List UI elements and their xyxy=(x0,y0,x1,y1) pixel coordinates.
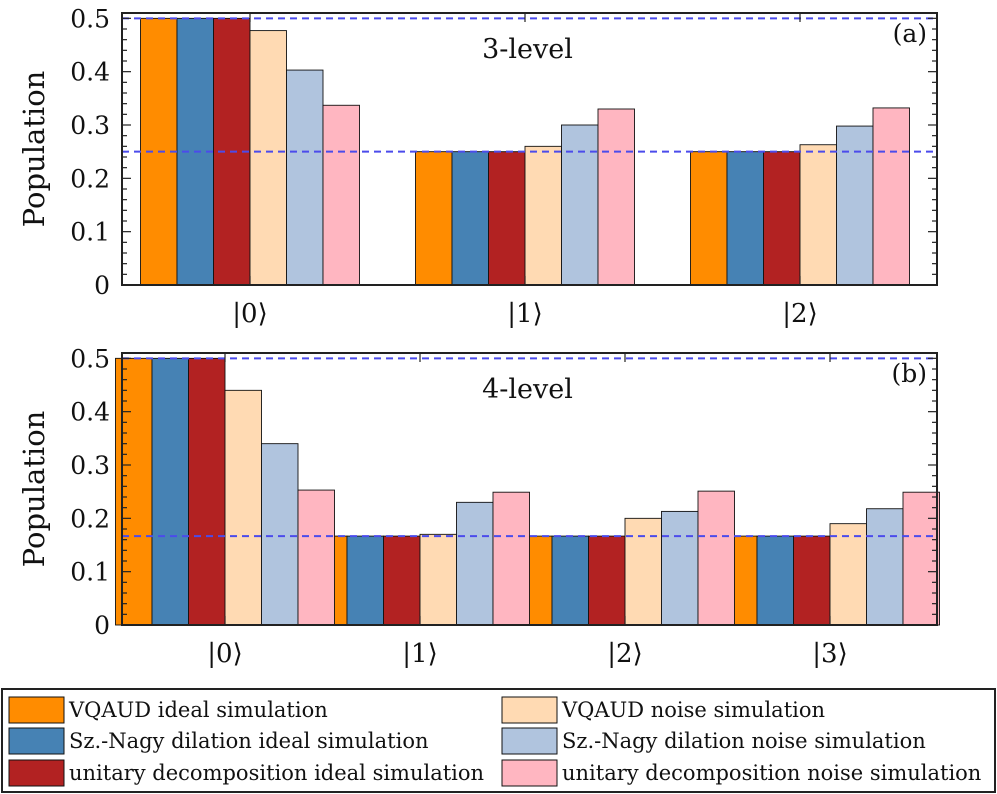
bar xyxy=(836,125,874,286)
bar xyxy=(551,535,589,626)
bar xyxy=(297,489,335,626)
bar xyxy=(419,533,457,626)
legend: VQAUD ideal simulation VQAUD noise simula… xyxy=(1,688,996,793)
panel-label: (b) xyxy=(891,359,927,388)
bar xyxy=(588,535,626,626)
bar xyxy=(866,508,904,626)
y-tick-label: 0.2 xyxy=(70,164,110,193)
y-axis-label: Population xyxy=(17,71,51,228)
panel-a: 0 0.1 0.2 0.3 0.4 0.5 |0⟩ |1⟩ |2⟩ 3-level (a) Popul… xyxy=(17,4,938,329)
y-tick-label: 0 xyxy=(94,271,110,300)
x-tick-label: |2⟩ xyxy=(782,299,817,329)
y-tick-label: 0.5 xyxy=(70,4,110,33)
x-tick-label: |3⟩ xyxy=(812,639,847,669)
bar xyxy=(151,357,189,626)
bar xyxy=(726,151,764,286)
y-tick-label: 0.4 xyxy=(70,398,110,427)
y-tick-label: 0.2 xyxy=(70,504,110,533)
legend-swatch xyxy=(501,727,558,755)
bar xyxy=(188,357,226,626)
bar xyxy=(456,501,494,626)
bar xyxy=(793,535,831,626)
bar xyxy=(624,517,662,626)
bar xyxy=(249,30,287,286)
bar xyxy=(561,124,599,286)
bar xyxy=(115,357,153,626)
legend-swatch xyxy=(8,759,65,787)
legend-label: Sz.-Nagy dilation noise simulation xyxy=(562,729,926,753)
legend-label: Sz.-Nagy dilation ideal simulation xyxy=(69,729,428,753)
bar xyxy=(286,69,324,286)
x-tick-label: |1⟩ xyxy=(402,639,437,669)
x-tick-label: |1⟩ xyxy=(507,299,542,329)
bar xyxy=(492,491,530,626)
bar xyxy=(690,151,728,286)
y-tick-label: 0.1 xyxy=(70,558,110,587)
y-axis-label: Population xyxy=(17,411,51,568)
y-tick-label: 0.5 xyxy=(70,344,110,373)
bar xyxy=(383,535,421,626)
bar xyxy=(451,151,489,286)
bar xyxy=(322,104,360,286)
y-tick-label: 0 xyxy=(94,611,110,640)
bar xyxy=(224,389,262,626)
chart-title: 3-level xyxy=(482,34,573,65)
y-tick-label: 0.3 xyxy=(70,111,110,140)
legend-frame xyxy=(1,688,996,793)
x-tick-label: |2⟩ xyxy=(607,639,642,669)
bar xyxy=(829,523,867,626)
axes-frame xyxy=(121,12,938,286)
legend-label: VQAUD noise simulation xyxy=(561,698,825,722)
legend-swatch xyxy=(8,696,65,724)
legend-swatch xyxy=(501,696,558,724)
bar xyxy=(415,151,453,286)
bar xyxy=(799,144,837,286)
panel-b: 0 0.1 0.2 0.3 0.4 0.5 |0⟩ |1⟩ |2⟩ |3⟩ 4-level (b) Po… xyxy=(17,344,940,669)
y-tick-label: 0.1 xyxy=(70,218,110,247)
chart-title: 4-level xyxy=(482,374,573,405)
bar xyxy=(661,510,699,626)
legend-swatch xyxy=(501,759,558,787)
legend-label: VQAUD ideal simulation xyxy=(68,698,328,722)
legend-label: unitary decomposition noise simulation xyxy=(562,761,981,785)
bar xyxy=(261,443,299,626)
panel-label: (a) xyxy=(893,19,927,48)
bar xyxy=(902,491,940,626)
bar xyxy=(597,108,635,286)
legend-label: unitary decomposition ideal simulation xyxy=(69,761,484,785)
bar xyxy=(524,145,562,286)
bar xyxy=(872,107,910,286)
bar xyxy=(763,151,801,286)
bar xyxy=(697,490,735,626)
y-tick-label: 0.4 xyxy=(70,58,110,87)
bar xyxy=(346,535,384,626)
bar xyxy=(488,151,526,286)
y-tick-label: 0.3 xyxy=(70,451,110,480)
axes-frame xyxy=(121,352,938,626)
legend-swatch xyxy=(8,727,65,755)
bar xyxy=(756,535,794,626)
x-tick-label: |0⟩ xyxy=(232,299,267,329)
x-tick-label: |0⟩ xyxy=(207,639,242,669)
